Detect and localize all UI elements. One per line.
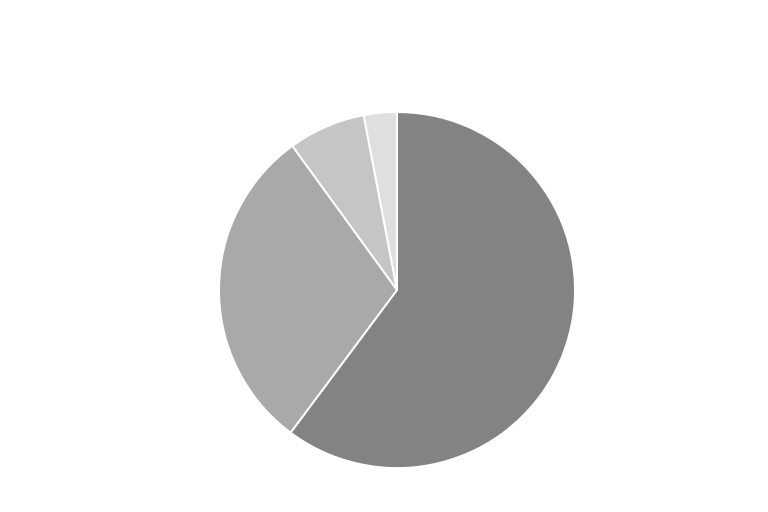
pie-slice-2 bbox=[217, 144, 398, 434]
pie-slice-4 bbox=[362, 111, 398, 291]
pie-slice-1 bbox=[289, 111, 576, 469]
